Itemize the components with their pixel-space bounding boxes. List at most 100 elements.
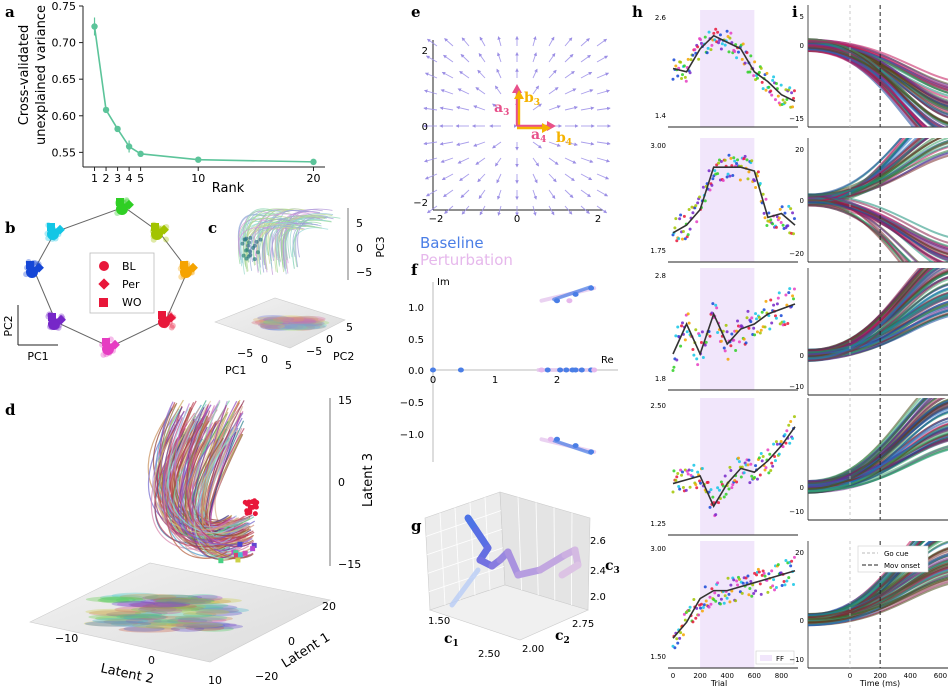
panel-h-row-3-ytick-1: 1.25 [650,520,666,528]
panel-a-series-line [93,26,314,163]
panel-i-row-3: 0 −10 [789,398,948,521]
panel-h-row-1: 3.00 1.75 [650,138,798,263]
panel-c-xt1: 0 [261,353,268,366]
panel-f-baseline-point-7 [578,367,585,373]
panel-a-point-4 [137,150,144,158]
panel-f-baseline-point-0 [430,367,436,373]
panel-c-xt0: −5 [237,347,253,360]
panel-i-row-3-ytick-0: 0 [800,484,804,492]
panel-a-xtick-1: 2 [103,172,110,185]
panel-i-row-0-ytick-0: 5 [800,13,804,21]
panel-i-xtick-0: 0 [848,672,852,680]
panel-a-ytick-2: 0.65 [52,73,77,86]
panel-i-legend-go: Go cue [884,550,909,558]
panel-a: 0.55 0.60 0.65 0.70 0.75 1 2 3 4 5 10 20 Cross-val… [17,0,325,196]
panel-i-row-4: 20 0 −10 [789,541,948,669]
panel-c-xlabel: PC1 [225,364,246,377]
panel-a-point-6 [310,158,317,166]
panel-a-point-3 [125,143,133,150]
panel-a-ytick-1: 0.60 [52,110,77,123]
panel-f-yt0: 1.0 [408,303,424,314]
panel-e-xt1: 0 [514,214,520,225]
panel-c: 5 0 −5 PC3 −5 0 5 PC1 −5 0 5 PC2 [214,208,387,377]
panel-b: BL Per WO PC1 PC2 [2,197,198,363]
panel-b-pc2: PC2 [2,315,15,336]
panel-h-row-2: 2.8 1.8 [655,268,798,391]
panel-i-row-4-ytick-2: −10 [789,656,804,664]
panel-b-cluster-5 [45,311,66,331]
panel-a-xtick-5: 10 [191,172,205,185]
panel-c-yt0: −5 [306,345,322,358]
panel-b-cluster-6 [23,259,44,278]
panel-g-c1-label: c1 [444,631,459,649]
panel-h-row-1-ytick-1: 1.75 [650,247,666,255]
panel-i-row-0-ytick-2: −15 [789,115,804,123]
panel-d: 15 0 −15 Latent 3 −10 0 10 Latent 2 20 0… [29,394,376,687]
panel-f-baseline-point-11 [588,285,595,291]
panel-i-row-0: 5 0 −15 [789,5,948,128]
panel-a-point-1 [102,106,110,114]
panel-i-xlabel: Time (ms) [859,679,900,688]
panel-f-yt2: 0.0 [408,366,424,377]
legend-wo-label: WO [122,296,142,309]
vector-b3: b3 [524,90,540,108]
panel-h-row-0-ytick-0: 2.6 [655,14,667,22]
panel-f-xt2: 2 [554,375,560,386]
panel-h-row-4: 3.00 1.50 [650,541,798,669]
panel-b-cluster-1 [149,221,170,243]
panel-g-c3t1: 2.4 [590,566,606,577]
panel-f-perturb-point-0 [538,367,545,373]
panel-e: a3 b3 a4 b4 2 0 −2 −2 0 2 [413,35,611,225]
panel-label-f: f [411,261,419,279]
panel-g-c3t0: 2.6 [590,536,606,547]
panel-d-yt1: 0 [288,635,295,648]
panel-c-zt1: 0 [356,242,363,255]
panel-d-zlabel: Latent 3 [361,453,376,507]
panel-i-legend-mov: Mov onset [884,562,920,570]
panel-h: 2.6 1.4 3.00 1.75 2.8 1.8 2.50 1.25 3.00 1.50 0 200… [650,10,798,680]
vector-b4: b4 [556,130,572,148]
panel-i-row-1-ytick-1: 0 [800,197,804,205]
panel-h-xtick-3: 600 [748,672,761,680]
panel-f: Baseline Perturbation Im Re 1.0 0.5 0.0 … [400,234,618,462]
panel-f-yt3: −0.5 [400,398,424,409]
panel-h-row-2-ytick-0: 2.8 [655,272,666,280]
legend-bl-label: BL [122,260,137,273]
panel-label-g: g [411,517,422,535]
legend-bl-marker [99,261,109,271]
panel-d-xt0: −10 [55,632,78,645]
panel-c-zlabel: PC3 [374,236,387,257]
panel-b-cluster-0 [114,197,134,217]
panel-d-xlabel: Latent 2 [99,661,155,687]
panel-label-c: c [208,219,217,237]
panel-d-xt2: 10 [208,674,222,687]
panel-g-c1t1: 2.50 [478,649,500,660]
panel-h-row-3: 2.50 1.25 [650,398,798,536]
panel-h-row-4-ytick-0: 3.00 [650,545,666,553]
panel-i-row-4-ytick-0: 20 [795,549,804,557]
panel-f-yt4: −1.0 [400,430,424,441]
panel-a-xlabel: Rank [212,181,245,196]
vector-a3: a3 [494,100,509,118]
panel-d-zt0: 15 [338,394,352,407]
panel-h-row-3-ytick-0: 2.50 [650,402,666,410]
panel-h-row-0-ytick-1: 1.4 [655,112,667,120]
panel-f-baseline-point-10 [572,291,579,297]
panel-c-zt2: −5 [356,266,372,279]
panel-f-perturb-point-3 [547,436,554,442]
panel-label-i: i [792,3,798,21]
panel-e-xt0: −2 [429,214,444,225]
panel-c-zt0: 5 [356,217,363,230]
panel-e-yt1: 0 [422,122,428,133]
panel-label-h: h [632,3,643,21]
panel-a-xtick-4: 5 [137,172,144,185]
panel-i-row-1: 20 0 −20 [789,138,948,263]
panel-a-point-0 [91,23,98,30]
panel-h-row-2-ytick-1: 1.8 [655,375,666,383]
panel-h-xtick-4: 800 [775,672,788,680]
panel-d-zt1: 0 [338,476,345,489]
panel-f-xt0: 0 [430,375,436,386]
panel-b-cluster-4 [99,336,120,358]
panel-label-d: d [5,401,16,419]
